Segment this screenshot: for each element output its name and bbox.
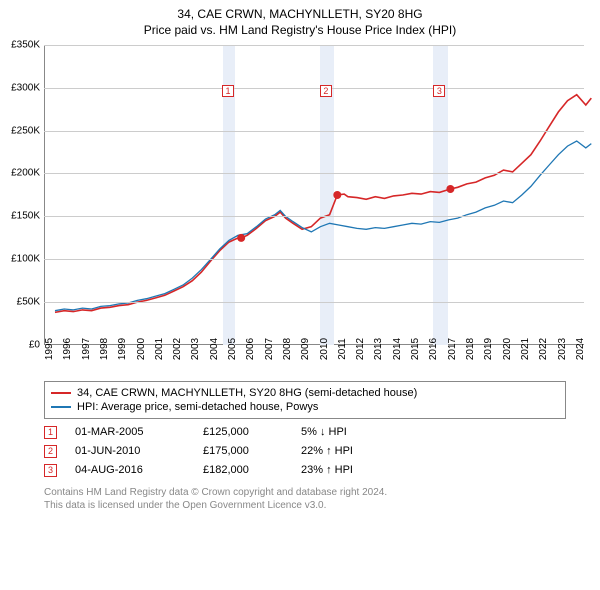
xtick-label: 2009 — [300, 338, 311, 360]
event-date: 01-MAR-2005 — [75, 426, 185, 438]
xtick-label: 2008 — [282, 338, 293, 360]
series-line — [55, 94, 591, 312]
xtick-label: 2019 — [483, 338, 494, 360]
xtick-label: 2002 — [172, 338, 183, 360]
event-price: £175,000 — [203, 445, 283, 457]
footer-line-2: This data is licensed under the Open Gov… — [44, 499, 566, 512]
legend-box: 34, CAE CRWN, MACHYNLLETH, SY20 8HG (sem… — [44, 381, 566, 419]
legend-swatch — [51, 406, 71, 408]
legend-label: HPI: Average price, semi-detached house,… — [77, 401, 318, 413]
xtick-label: 2010 — [319, 338, 330, 360]
xtick-label: 2022 — [538, 338, 549, 360]
xtick-label: 2004 — [209, 338, 220, 360]
chart-title: 34, CAE CRWN, MACHYNLLETH, SY20 8HG — [0, 0, 600, 23]
plot-area — [44, 45, 584, 345]
event-marker: 3 — [44, 464, 57, 477]
event-marker: 2 — [44, 445, 57, 458]
xtick-label: 2005 — [227, 338, 238, 360]
xtick-label: 2016 — [428, 338, 439, 360]
gridline-h — [44, 302, 584, 303]
xtick-label: 2015 — [410, 338, 421, 360]
xtick-label: 2011 — [337, 338, 348, 360]
chart-plot-wrap: £0£50K£100K£150K£200K£250K£300K£350K1995… — [34, 45, 594, 375]
point-marker — [237, 234, 245, 242]
chart-marker-label: 1 — [222, 85, 234, 97]
gridline-h — [44, 216, 584, 217]
event-row: 3 04-AUG-2016 £182,000 23% ↑ HPI — [44, 461, 566, 480]
xtick-label: 2000 — [136, 338, 147, 360]
event-marker: 1 — [44, 426, 57, 439]
xtick-label: 2020 — [502, 338, 513, 360]
gridline-h — [44, 131, 584, 132]
xtick-label: 2017 — [447, 338, 458, 360]
xtick-label: 2021 — [520, 338, 531, 360]
xtick-label: 2007 — [264, 338, 275, 360]
ytick-label: £50K — [17, 296, 40, 307]
legend-label: 34, CAE CRWN, MACHYNLLETH, SY20 8HG (sem… — [77, 387, 417, 399]
ytick-label: £300K — [11, 82, 40, 93]
xtick-label: 1999 — [117, 338, 128, 360]
xtick-label: 2013 — [373, 338, 384, 360]
attribution-footer: Contains HM Land Registry data © Crown c… — [44, 486, 566, 512]
gridline-h — [44, 259, 584, 260]
event-date: 04-AUG-2016 — [75, 464, 185, 476]
series-line — [55, 141, 591, 311]
ytick-label: £250K — [11, 125, 40, 136]
ytick-label: £350K — [11, 39, 40, 50]
ytick-label: £0 — [29, 339, 40, 350]
events-table: 1 01-MAR-2005 £125,000 5% ↓ HPI 2 01-JUN-2010… — [44, 423, 566, 480]
gridline-h — [44, 173, 584, 174]
ytick-label: £200K — [11, 168, 40, 179]
event-row: 2 01-JUN-2010 £175,000 22% ↑ HPI — [44, 442, 566, 461]
xtick-label: 2006 — [245, 338, 256, 360]
event-price: £125,000 — [203, 426, 283, 438]
xtick-label: 2014 — [392, 338, 403, 360]
point-marker — [446, 185, 454, 193]
point-marker — [333, 191, 341, 199]
ytick-label: £100K — [11, 254, 40, 265]
ytick-label: £150K — [11, 211, 40, 222]
xtick-label: 2024 — [575, 338, 586, 360]
chart-container: 34, CAE CRWN, MACHYNLLETH, SY20 8HG Pric… — [0, 0, 600, 590]
xtick-label: 1996 — [62, 338, 73, 360]
chart-marker-label: 2 — [320, 85, 332, 97]
event-pct: 23% ↑ HPI — [301, 464, 401, 476]
footer-line-1: Contains HM Land Registry data © Crown c… — [44, 486, 566, 499]
xtick-label: 2001 — [154, 338, 165, 360]
legend-row: HPI: Average price, semi-detached house,… — [51, 400, 559, 414]
event-pct: 5% ↓ HPI — [301, 426, 401, 438]
chart-marker-label: 3 — [433, 85, 445, 97]
gridline-h — [44, 45, 584, 46]
chart-subtitle: Price paid vs. HM Land Registry's House … — [0, 23, 600, 41]
event-row: 1 01-MAR-2005 £125,000 5% ↓ HPI — [44, 423, 566, 442]
xtick-label: 2003 — [190, 338, 201, 360]
xtick-label: 1998 — [99, 338, 110, 360]
event-price: £182,000 — [203, 464, 283, 476]
xtick-label: 2018 — [465, 338, 476, 360]
event-pct: 22% ↑ HPI — [301, 445, 401, 457]
legend-swatch — [51, 392, 71, 394]
xtick-label: 1997 — [81, 338, 92, 360]
event-date: 01-JUN-2010 — [75, 445, 185, 457]
xtick-label: 1995 — [44, 338, 55, 360]
gridline-h — [44, 88, 584, 89]
xtick-label: 2012 — [355, 338, 366, 360]
xtick-label: 2023 — [557, 338, 568, 360]
legend-row: 34, CAE CRWN, MACHYNLLETH, SY20 8HG (sem… — [51, 386, 559, 400]
